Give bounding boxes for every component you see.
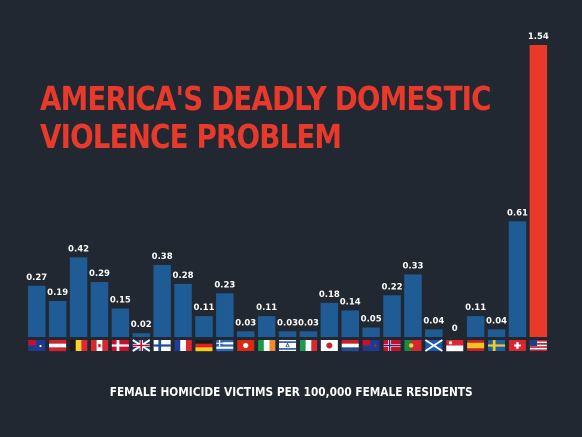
x-axis-label: FEMALE HOMICIDE VICTIMS PER 100,000 FEMA…: [109, 385, 473, 399]
value-label-17: 0.22: [382, 282, 403, 292]
value-label-6: 0.38: [152, 252, 173, 262]
flag-us-icon: [529, 340, 547, 352]
value-label-1: 0.19: [47, 288, 68, 298]
bar-11: [257, 316, 276, 337]
value-label-7: 0.28: [173, 271, 194, 281]
bar-3: [90, 282, 109, 337]
value-label-24: 1.54: [528, 32, 549, 42]
value-label-8: 0.11: [193, 303, 214, 313]
value-label-9: 0.23: [214, 280, 235, 290]
flag-hk-icon: [237, 340, 255, 351]
flag-gr-icon: [216, 340, 234, 352]
bar-12: [278, 331, 297, 337]
flag-ca-icon: [90, 340, 109, 351]
value-label-14: 0.18: [319, 290, 340, 300]
value-label-11: 0.11: [256, 303, 277, 313]
value-label-22: 0.04: [486, 316, 507, 326]
value-label-10: 0.03: [235, 318, 256, 328]
flag-no-icon: [383, 340, 401, 351]
bar-7: [174, 283, 192, 337]
flag-il-icon: [279, 340, 297, 351]
value-label-18: 0.33: [402, 261, 423, 271]
bar-5: [132, 333, 150, 337]
value-label-12: 0.03: [277, 318, 298, 328]
bar-8: [195, 316, 213, 337]
bar-23: [508, 221, 527, 337]
bar-13: [299, 331, 318, 337]
flag-ch-icon: [508, 340, 526, 351]
flag-fr-icon: [174, 340, 192, 351]
flag-be-icon: [70, 340, 88, 351]
value-label-16: 0.05: [361, 315, 382, 325]
flag-se-icon: [488, 340, 506, 351]
flag-sg-icon: [446, 340, 464, 352]
value-label-4: 0.15: [110, 296, 131, 306]
value-label-15: 0.14: [340, 297, 361, 307]
bar-9: [216, 293, 234, 337]
flag-de-icon: [195, 340, 213, 352]
bar-21: [466, 316, 485, 337]
value-label-5: 0.02: [131, 320, 152, 330]
value-label-2: 0.42: [68, 244, 89, 254]
flag-nl-icon: [341, 340, 359, 352]
value-label-0: 0.27: [26, 273, 47, 283]
bar-22: [487, 329, 506, 337]
flag-jp-icon: [320, 340, 338, 351]
chart-title-line2: VIOLENCE PROBLEM: [40, 117, 342, 156]
value-label-23: 0.61: [507, 208, 528, 218]
chart-title-line1: AMERICA'S DEADLY DOMESTIC: [40, 79, 491, 118]
flag-au-icon: [28, 340, 46, 351]
bar-0: [28, 285, 46, 337]
flag-es-icon: [467, 340, 485, 351]
bar-15: [341, 310, 359, 337]
bar-4: [111, 308, 130, 337]
flag-it-icon: [299, 340, 318, 351]
bar-2: [69, 257, 88, 337]
flag-gb-icon: [132, 339, 151, 352]
bar-6: [153, 264, 171, 337]
flag-ie-icon: [258, 340, 276, 351]
value-label-20: 0: [452, 324, 458, 334]
flag-pt-icon: [404, 340, 422, 351]
flag-at-icon: [49, 340, 67, 352]
value-label-3: 0.29: [89, 269, 110, 279]
bar-1: [48, 300, 67, 337]
bar-18: [404, 274, 422, 337]
bar-17: [383, 295, 401, 337]
bar-24: [529, 45, 548, 337]
flag-nz-icon: [362, 340, 380, 351]
flag-fi-icon: [153, 340, 171, 351]
value-label-13: 0.03: [298, 318, 319, 328]
bar-10: [237, 331, 255, 337]
bar-16: [362, 327, 380, 337]
value-label-19: 0.04: [423, 316, 444, 326]
flag-scot-icon: [424, 339, 443, 352]
flag-dk-icon: [111, 340, 129, 351]
bar-14: [320, 302, 339, 337]
value-label-21: 0.11: [465, 303, 486, 313]
bar-19: [425, 329, 443, 337]
